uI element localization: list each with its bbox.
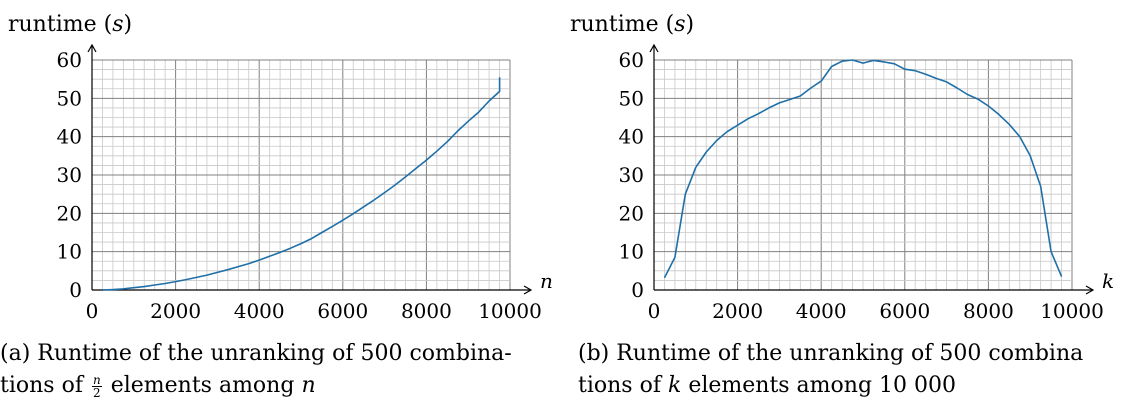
x-axis-label: n bbox=[540, 269, 553, 293]
y-axis-arrow bbox=[87, 43, 97, 53]
x-tick-label: 6000 bbox=[317, 299, 368, 323]
caption-line-1: (b) Runtime of the unranking of 500 comb… bbox=[578, 341, 1084, 366]
y-tick-label: 10 bbox=[57, 240, 82, 264]
y-tick-label: 0 bbox=[69, 278, 82, 302]
y-tick-label: 20 bbox=[619, 201, 644, 225]
y-tick-label: 50 bbox=[619, 86, 644, 110]
x-tick-label: 4000 bbox=[796, 299, 847, 323]
caption-b: (b) Runtime of the unranking of 500 comb… bbox=[578, 338, 1083, 402]
y-tick-label: 20 bbox=[57, 201, 82, 225]
y-tick-label: 30 bbox=[619, 163, 644, 187]
x-tick-label: 2000 bbox=[712, 299, 763, 323]
y-tick-label: 40 bbox=[57, 125, 82, 149]
chart-panel-b: runtime (s) 0 2000 4000 6000 8000 10000 0 10 20 3… bbox=[562, 0, 1123, 408]
y-tick-label: 30 bbox=[57, 163, 82, 187]
y-tick-label: 60 bbox=[57, 48, 82, 72]
x-tick-label: 10000 bbox=[478, 299, 542, 323]
x-axis-arrow bbox=[1085, 285, 1095, 295]
grid bbox=[91, 59, 511, 291]
x-tick-label: 0 bbox=[86, 299, 99, 323]
caption-line-2: tions of k elements among 10 000 bbox=[578, 373, 957, 398]
caption-line-1: (a) Runtime of the unranking of 500 comb… bbox=[0, 341, 512, 366]
series-line bbox=[663, 59, 1063, 279]
x-tick-label: 2000 bbox=[150, 299, 201, 323]
chart-panel-a: runtime (s) 0 2000 4000 6000 8000 10000 0 10 20 3… bbox=[0, 0, 561, 408]
caption-a: (a) Runtime of the unranking of 500 comb… bbox=[0, 338, 512, 402]
y-tick-label: 50 bbox=[57, 86, 82, 110]
y-tick-label: 40 bbox=[619, 125, 644, 149]
x-tick-label: 0 bbox=[648, 299, 661, 323]
x-tick-label: 6000 bbox=[879, 299, 930, 323]
grid bbox=[653, 59, 1073, 291]
y-tick-label: 0 bbox=[631, 278, 644, 302]
y-tick-label: 60 bbox=[619, 48, 644, 72]
y-axis-label: runtime (s) bbox=[8, 12, 133, 37]
line-chart-b: 0 2000 4000 6000 8000 10000 0 10 20 30 40 50 60 k bbox=[619, 43, 1114, 323]
x-tick-label: 8000 bbox=[401, 299, 452, 323]
x-tick-label: 10000 bbox=[1040, 299, 1104, 323]
x-axis-arrow bbox=[523, 285, 533, 295]
y-axis-label: runtime (s) bbox=[570, 12, 695, 37]
series-line bbox=[102, 77, 501, 291]
x-tick-label: 4000 bbox=[234, 299, 285, 323]
y-tick-label: 10 bbox=[619, 240, 644, 264]
y-axis-arrow bbox=[649, 43, 659, 53]
x-tick-label: 8000 bbox=[963, 299, 1014, 323]
x-axis-label: k bbox=[1102, 269, 1114, 293]
line-chart-a: 0 2000 4000 6000 8000 10000 0 10 20 30 40 50 60 n bbox=[57, 43, 553, 323]
